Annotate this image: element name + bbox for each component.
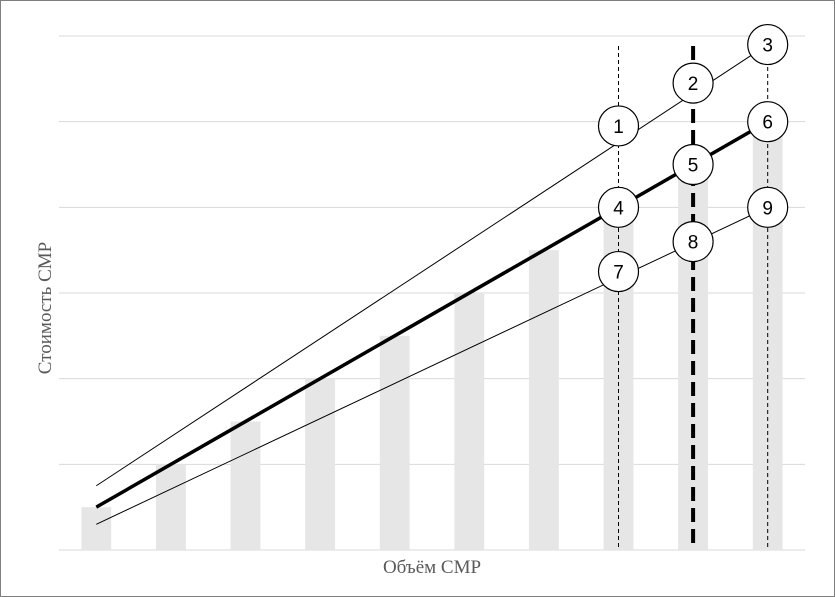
bar <box>230 421 261 550</box>
marker-label: 3 <box>762 36 773 57</box>
marker: 5 <box>672 143 714 186</box>
bar <box>81 507 112 550</box>
trend-line <box>95 120 769 509</box>
trend-lines <box>95 44 769 525</box>
marker: 9 <box>747 186 789 228</box>
marker-label: 9 <box>762 198 773 219</box>
trend-line <box>96 206 768 525</box>
marker-circle <box>597 250 640 293</box>
bar <box>155 464 186 550</box>
y-axis-title: Стоимость СМР <box>35 242 56 374</box>
marker: 7 <box>597 250 640 293</box>
marker-circle <box>597 105 640 147</box>
marker-circle <box>672 221 714 263</box>
marker-circle <box>747 186 789 228</box>
marker-circle <box>597 186 640 228</box>
bar <box>454 293 485 550</box>
marker-circle <box>672 143 714 186</box>
marker-circle <box>747 101 789 143</box>
marker-circle <box>672 62 714 104</box>
marker: 4 <box>597 186 640 228</box>
trend-line <box>96 44 768 487</box>
marker-label: 6 <box>762 113 773 134</box>
x-axis-title: Объём СМР <box>383 557 481 578</box>
bar <box>305 378 336 550</box>
marker-label: 4 <box>613 198 624 219</box>
bar <box>528 250 559 550</box>
marker-label: 8 <box>688 233 699 254</box>
marker: 6 <box>747 101 789 143</box>
marker-label: 5 <box>688 156 699 177</box>
marker: 8 <box>672 221 714 263</box>
marker-label: 2 <box>688 74 699 95</box>
marker: 2 <box>672 62 714 104</box>
marker-label: 7 <box>613 263 624 284</box>
markers: 1 2 3 4 5 6 7 8 9 <box>597 23 789 293</box>
marker: 1 <box>597 105 640 147</box>
marker-label: 1 <box>613 117 624 138</box>
marker: 3 <box>747 23 789 66</box>
marker-circle <box>747 23 789 66</box>
bar <box>379 335 410 550</box>
bars <box>81 121 783 551</box>
